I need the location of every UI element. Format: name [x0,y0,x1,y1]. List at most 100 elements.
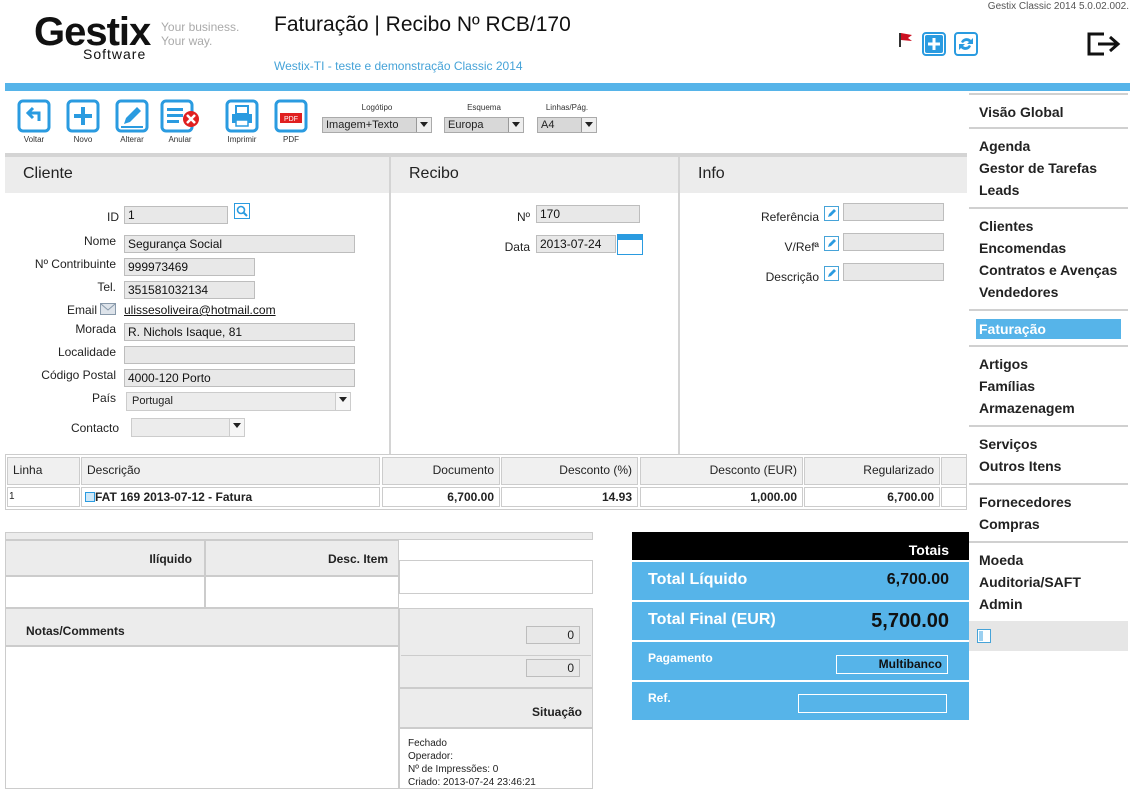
sidebar-item-encomendas[interactable]: Encomendas [979,240,1067,256]
nome-label: Nome [83,234,116,248]
descricao-field[interactable] [843,263,944,281]
lines-select[interactable]: A4 [537,117,597,133]
print-button[interactable]: Imprimir [222,99,262,144]
search-icon[interactable] [234,203,250,219]
new-button[interactable]: Novo [63,99,103,144]
pdf-button[interactable]: PDF PDF [271,99,311,144]
col-header-documento: Documento [382,457,500,485]
notas-label: Notas/Comments [5,608,399,646]
scheme-select[interactable]: Europa [444,117,524,133]
summary-field-a[interactable]: 0 [526,626,580,644]
tel-field[interactable]: 351581032134 [124,281,255,299]
mail-icon[interactable] [100,302,116,316]
ref-field[interactable] [798,694,947,713]
sidebar-item-vendedores[interactable]: Vendedores [979,284,1059,300]
sidebar-toggle-icon[interactable] [977,629,991,643]
recibo-data-field[interactable]: 2013-07-24 [536,235,616,253]
situacao-panel: Fechado Operador: Nº de Impressões: 0 Cr… [399,728,593,789]
print-button-label: Imprimir [227,135,257,144]
desc-item-label: Desc. Item [205,540,399,576]
email-link[interactable]: ulissesoliveira@hotmail.com [124,303,276,317]
email-label: Email [66,303,97,317]
printer-icon [225,99,259,133]
pagamento-row: Pagamento Multibanco [632,640,969,680]
sidebar: Visão Global Agenda Gestor de Tarefas Le… [969,93,1128,651]
table-row-descricao[interactable]: FAT 169 2013-07-12 - Fatura [81,487,380,507]
referencia-field[interactable] [843,203,944,221]
chevron-down-icon [416,118,431,132]
pagamento-label: Pagamento [648,651,713,665]
info-heading: Info [680,157,967,193]
back-button-label: Voltar [23,135,45,144]
nif-field[interactable]: 999973469 [124,258,255,276]
sidebar-item-agenda[interactable]: Agenda [979,138,1031,154]
sidebar-item-admin[interactable]: Admin [979,596,1023,612]
sidebar-item-artigos[interactable]: Artigos [979,356,1028,372]
notas-textarea[interactable] [5,646,399,789]
back-arrow-icon [17,99,51,133]
divider [5,153,967,157]
new-button-label: Novo [73,135,93,144]
sidebar-item-compras[interactable]: Compras [979,516,1040,532]
sidebar-item-familias[interactable]: Famílias [979,378,1036,394]
morada-field[interactable]: R. Nichols Isaque, 81 [124,323,355,341]
codigo-postal-field[interactable]: 4000-120 Porto [124,369,355,387]
flag-icon[interactable] [897,31,915,49]
sidebar-item-gestor-tarefas[interactable]: Gestor de Tarefas [979,160,1098,176]
summary-value-box [399,560,593,594]
pais-select-value: Portugal [132,395,173,407]
sidebar-item-contratos[interactable]: Contratos e Avenças [979,262,1118,278]
sidebar-item-servicos[interactable]: Serviços [979,436,1038,452]
table-row-desconto-pct: 14.93 [501,487,638,507]
document-link-icon[interactable] [85,492,95,502]
col-header-descricao: Descrição [81,457,380,485]
summary-header-strip [5,532,593,540]
iliquido-value [5,576,205,608]
back-button[interactable]: Voltar [14,99,54,144]
recibo-num-label: Nº [516,210,530,224]
scheme-select-label: Esquema [467,103,501,112]
logo-select[interactable]: Imagem+Texto [322,117,432,133]
situacao-status: Fechado [408,738,447,749]
recibo-num-field[interactable]: 170 [536,205,640,223]
logo[interactable]: Gestix [34,10,151,54]
pagamento-field[interactable]: Multibanco [836,655,948,674]
edit-icon[interactable] [824,236,839,251]
cancel-button[interactable]: Anular [160,99,200,144]
logo-software-text: Software [83,46,147,62]
edit-icon[interactable] [824,206,839,221]
refresh-icon[interactable] [954,32,978,56]
nome-field[interactable]: Segurança Social [124,235,355,253]
sidebar-item-leads[interactable]: Leads [979,182,1020,198]
calendar-icon[interactable] [617,234,643,255]
sidebar-item-clientes[interactable]: Clientes [979,218,1034,234]
edit-icon[interactable] [824,266,839,281]
sidebar-item-fornecedores[interactable]: Fornecedores [979,494,1072,510]
sidebar-group: Moeda Auditoria/SAFT Admin [969,541,1128,621]
edit-button[interactable]: Alterar [112,99,152,144]
total-final-row: Total Final (EUR) 5,700.00 [632,600,969,640]
localidade-field[interactable] [124,346,355,364]
id-field[interactable]: 1 [124,206,228,224]
logout-icon[interactable] [1086,30,1122,58]
recibo-heading: Recibo [391,157,678,193]
summary-field-b[interactable]: 0 [526,659,580,677]
sidebar-group: Fornecedores Compras [969,483,1128,541]
sidebar-item-armazenagem[interactable]: Armazenagem [979,400,1075,416]
sidebar-item-outros-itens[interactable]: Outros Itens [979,458,1062,474]
vref-field[interactable] [843,233,944,251]
sidebar-item-visao-global[interactable]: Visão Global [979,104,1064,120]
new-window-icon[interactable] [922,32,946,56]
header-accent-bar [5,83,1130,91]
id-label: ID [107,210,119,224]
ref-label: Ref. [648,691,671,705]
sidebar-group: Artigos Famílias Armazenagem [969,345,1128,425]
sidebar-item-moeda[interactable]: Moeda [979,552,1024,568]
nif-label: Nº Contribuinte [34,257,116,271]
total-final-label: Total Final (EUR) [648,611,776,628]
sidebar-item-auditoria-saft[interactable]: Auditoria/SAFT [979,574,1081,590]
edit-button-label: Alterar [120,135,144,144]
contacto-select[interactable] [131,418,245,437]
pais-select[interactable]: Portugal [126,392,351,411]
sidebar-item-faturacao[interactable]: Faturação [976,319,1121,339]
